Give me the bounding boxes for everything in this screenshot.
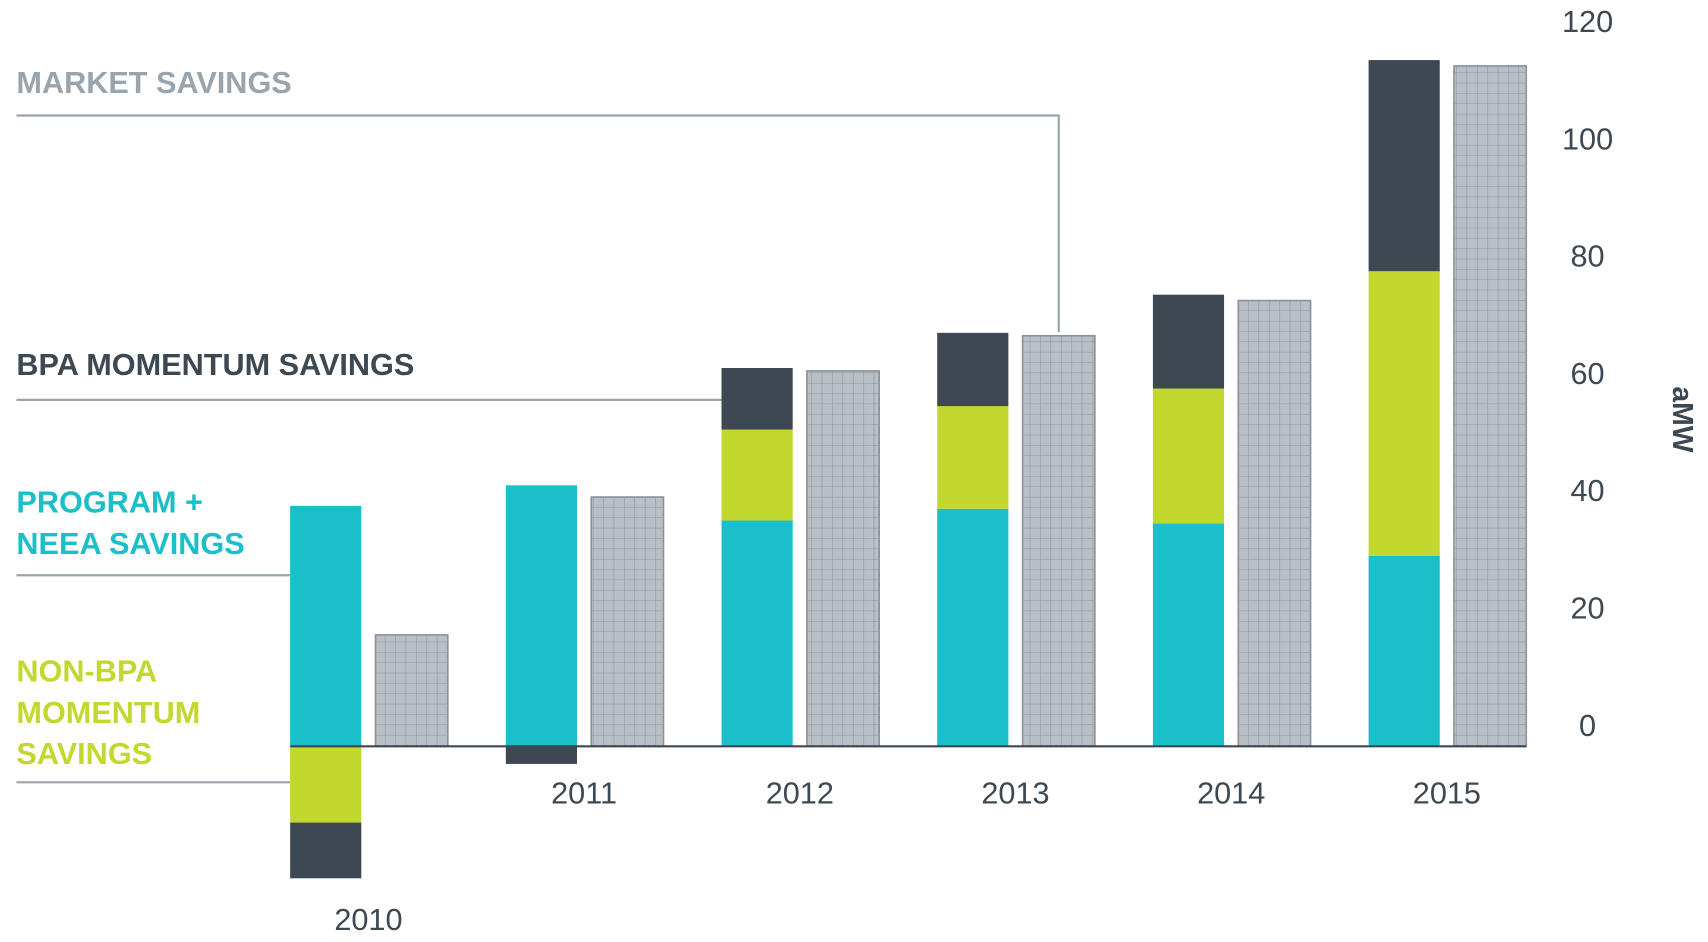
y-tick-label: 120 xyxy=(1562,5,1613,39)
bar xyxy=(590,496,665,748)
bar-segment xyxy=(721,368,793,430)
bar xyxy=(1453,65,1528,748)
x-tick-label: 2013 xyxy=(981,776,1049,810)
y-tick-label: 40 xyxy=(1571,474,1605,508)
y-axis-label: aMW xyxy=(1666,386,1698,452)
series-label: MARKET SAVINGS xyxy=(16,66,291,100)
series-label: BPA MOMENTUM SAVINGS xyxy=(16,348,414,382)
series-label: NEEA SAVINGS xyxy=(16,527,244,561)
bar xyxy=(806,370,881,748)
leader-line xyxy=(16,114,1060,333)
bar-segment xyxy=(937,332,1009,407)
bar xyxy=(1237,299,1312,748)
y-tick-label: 80 xyxy=(1571,240,1605,274)
bar-segment xyxy=(505,746,577,764)
y-tick-label: 100 xyxy=(1562,122,1613,156)
series-label: PROGRAM + xyxy=(16,486,203,520)
x-tick-label: 2012 xyxy=(766,776,834,810)
bar-segment xyxy=(290,822,362,879)
y-tick-label: 20 xyxy=(1571,592,1605,626)
x-tick-label: 2015 xyxy=(1413,776,1481,810)
bar-segment xyxy=(1152,523,1225,747)
bar-segment xyxy=(1368,60,1440,272)
bar-segment xyxy=(290,746,362,823)
bar-segment xyxy=(721,429,793,521)
series-label: NON-BPA xyxy=(16,654,157,688)
bar xyxy=(374,634,449,748)
series-label: MOMENTUM xyxy=(16,696,200,730)
y-tick-label: 60 xyxy=(1571,357,1605,391)
bar-segment xyxy=(1368,555,1440,747)
bar-segment xyxy=(1152,294,1225,389)
bar-segment xyxy=(505,485,577,747)
x-tick-label: 2014 xyxy=(1197,776,1265,810)
bar-segment xyxy=(1368,271,1440,556)
leader-lines xyxy=(16,114,1060,784)
series-label: SAVINGS xyxy=(16,737,152,771)
x-tick-label: 2011 xyxy=(551,776,617,810)
x-tick-label: 2010 xyxy=(334,903,402,937)
bar-segment xyxy=(290,505,362,747)
y-tick-label: 0 xyxy=(1579,709,1596,743)
bar-segment xyxy=(937,508,1009,747)
bar xyxy=(1021,334,1096,748)
bar-segment xyxy=(1152,388,1225,524)
bar-segment xyxy=(937,406,1009,509)
bar-segment xyxy=(721,520,793,747)
